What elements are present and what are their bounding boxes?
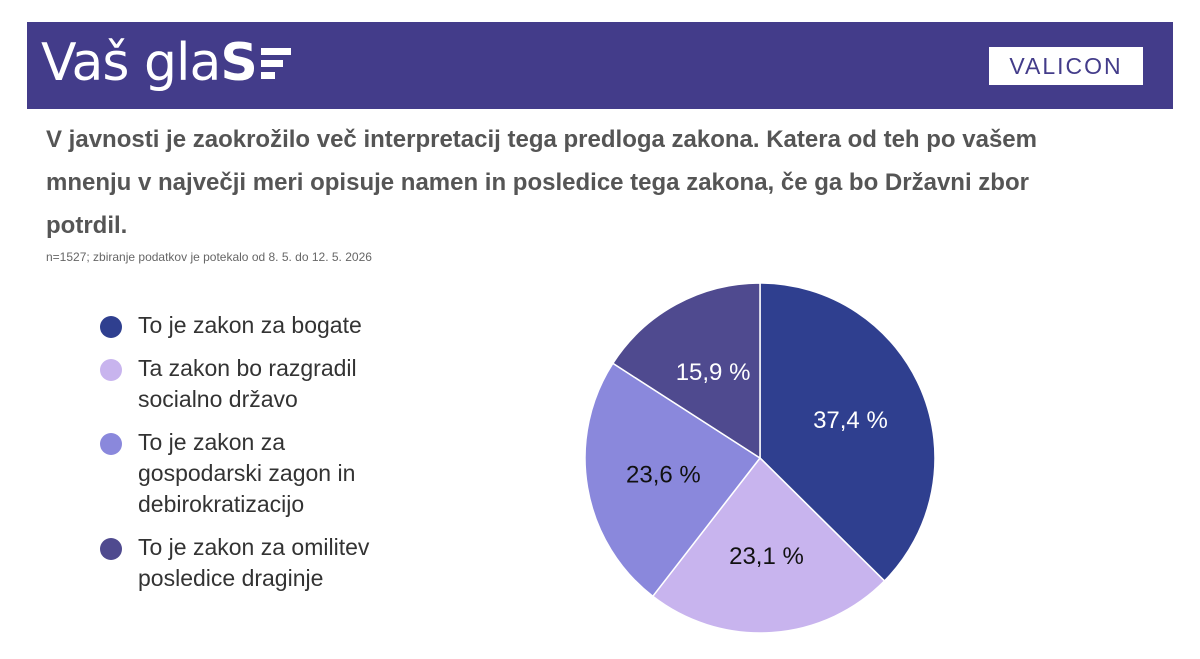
logo-bars-icon — [260, 43, 291, 84]
pie-chart: 37,4 % 23,1 % 23,6 % 15,9 % — [584, 282, 936, 634]
valicon-logo: VALICON — [989, 47, 1143, 85]
question-title: V javnosti je zaokrožilo več interpretac… — [46, 126, 1037, 239]
logo-s: S — [220, 33, 257, 93]
legend-item: To je zakon za bogate — [100, 310, 430, 341]
header-banner: Vaš gla S VALICON — [27, 22, 1173, 109]
pie-slice — [759, 282, 936, 583]
chart-legend: To je zakon za bogate Ta zakon bo razgrad… — [100, 310, 430, 606]
sample-note: n=1527; zbiranje podatkov je potekalo od… — [46, 250, 372, 264]
vas-glas-logo: Vaš gla S — [41, 28, 291, 98]
legend-label: To je zakon za bogate — [138, 312, 362, 338]
legend-label: To je zakon za omilitev posledice dragin… — [138, 534, 370, 591]
legend-label: To je zakon za gospodarski zagon in debi… — [138, 429, 356, 517]
pie-slice — [611, 282, 761, 460]
slice-data-label: 15,9 % — [676, 359, 751, 386]
slice-data-label: 37,4 % — [813, 407, 888, 434]
legend-label: Ta zakon bo razgradil socialno državo — [138, 355, 357, 412]
logo-text: Vaš gla — [41, 33, 221, 93]
legend-item: Ta zakon bo razgradil socialno državo — [100, 353, 430, 415]
legend-swatch-icon — [100, 359, 122, 381]
pie-slice — [651, 456, 886, 634]
legend-item: To je zakon za omilitev posledice dragin… — [100, 532, 430, 594]
legend-item: To je zakon za gospodarski zagon in debi… — [100, 427, 430, 520]
legend-swatch-icon — [100, 433, 122, 455]
slice-data-label: 23,6 % — [626, 462, 701, 489]
legend-swatch-icon — [100, 316, 122, 338]
slice-data-label: 23,1 % — [729, 543, 804, 570]
pie-slice — [584, 362, 762, 598]
legend-swatch-icon — [100, 538, 122, 560]
